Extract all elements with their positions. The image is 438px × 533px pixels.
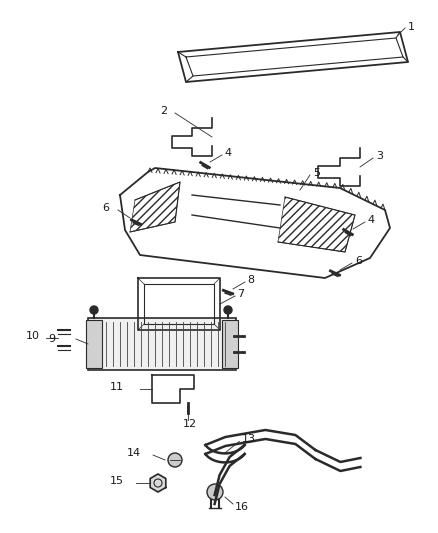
Text: 7: 7 (237, 289, 244, 299)
Text: 10: 10 (26, 331, 40, 341)
Bar (86, 320, 102, 368)
Circle shape (207, 484, 223, 500)
Bar (222, 320, 238, 368)
Text: 8: 8 (247, 275, 254, 285)
Text: 6: 6 (102, 203, 109, 213)
Text: 4: 4 (367, 215, 374, 225)
Text: 4: 4 (224, 148, 231, 158)
Text: 1: 1 (408, 22, 415, 32)
Circle shape (90, 306, 98, 314)
Text: 5: 5 (313, 168, 320, 178)
Text: 9: 9 (48, 334, 55, 344)
Circle shape (168, 453, 182, 467)
Text: 15: 15 (110, 476, 124, 486)
Circle shape (224, 306, 232, 314)
Text: 14: 14 (127, 448, 141, 458)
Text: 3: 3 (376, 151, 383, 161)
Text: 13: 13 (241, 434, 255, 445)
Text: 12: 12 (183, 419, 197, 429)
Bar (88, 318, 236, 370)
Text: 16: 16 (235, 502, 249, 512)
Text: 2: 2 (160, 106, 167, 116)
Text: 11: 11 (110, 382, 124, 392)
Text: 6: 6 (355, 256, 362, 266)
Polygon shape (150, 474, 166, 492)
